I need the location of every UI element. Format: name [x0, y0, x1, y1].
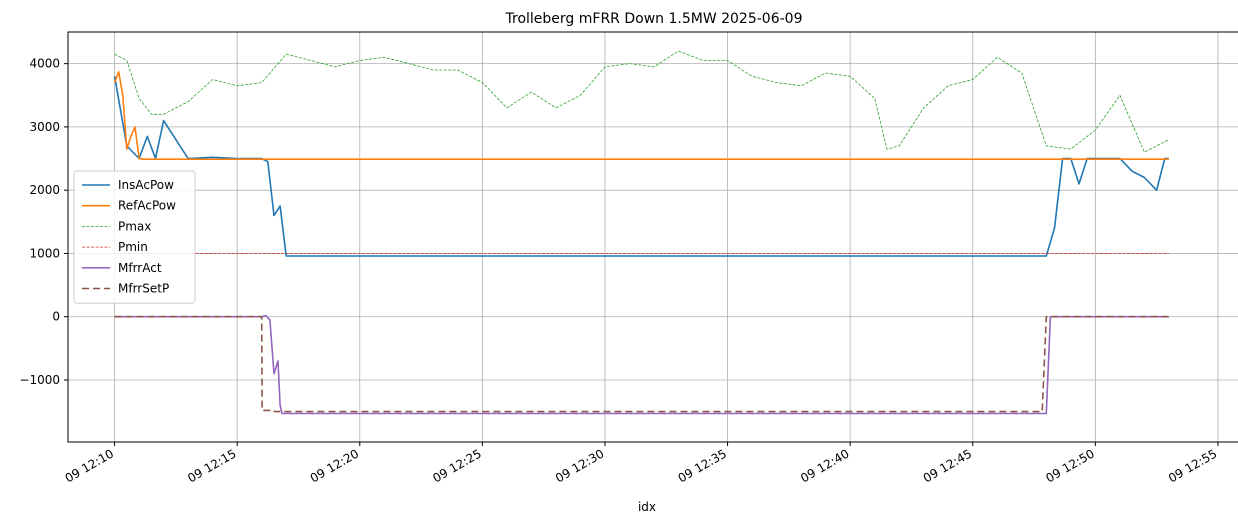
series-line-pmax [114, 50, 1170, 153]
x-tick-label: 09 12:45 [921, 446, 974, 485]
y-tick-label: 1000 [29, 246, 60, 260]
y-tick-label: 0 [52, 310, 60, 324]
y-tick-label: 4000 [29, 57, 60, 71]
x-tick-label: 09 12:20 [308, 446, 361, 485]
series-layer [113, 50, 1170, 415]
legend-label: MfrrAct [118, 261, 162, 275]
y-tick-label: −1000 [19, 373, 60, 387]
y-tick-label: 3000 [29, 120, 60, 134]
x-tick-label: 09 12:25 [430, 446, 483, 485]
x-tick-label: 09 12:35 [676, 446, 729, 485]
legend: InsAcPow RefAcPow Pmax Pmin MfrrAct MfrrSetP [73, 170, 196, 304]
x-tick-label: 09 12:15 [185, 446, 238, 485]
legend-label: MfrrSetP [118, 282, 169, 296]
grid [68, 32, 1238, 442]
series-line-mfrract [114, 314, 1169, 415]
series-line-refacpow [113, 71, 1169, 160]
legend-label: InsAcPow [118, 178, 174, 192]
x-axis: 09 12:10 09 12:15 09 12:20 09 12:25 09 12:30… [63, 442, 1219, 485]
x-axis-label: idx [638, 500, 656, 514]
y-tick-label: 2000 [29, 183, 60, 197]
legend-label: Pmax [118, 219, 151, 233]
x-tick-label: 09 12:55 [1166, 446, 1219, 485]
legend-label: RefAcPow [118, 199, 176, 213]
y-axis: −1000 0 1000 2000 3000 4000 [19, 57, 68, 387]
series-line-insacpow [113, 76, 1169, 257]
chart-title: Trolleberg mFRR Down 1.5MW 2025-06-09 [505, 11, 803, 27]
x-tick-label: 09 12:50 [1043, 446, 1096, 485]
x-tick-label: 09 12:40 [798, 446, 851, 485]
legend-box [73, 170, 196, 304]
plot-frame [67, 31, 1238, 443]
x-tick-label: 09 12:10 [63, 446, 116, 485]
legend-label: Pmin [118, 240, 148, 254]
x-tick-label: 09 12:30 [553, 446, 606, 485]
series-line-mfrrsetp [114, 315, 1169, 413]
